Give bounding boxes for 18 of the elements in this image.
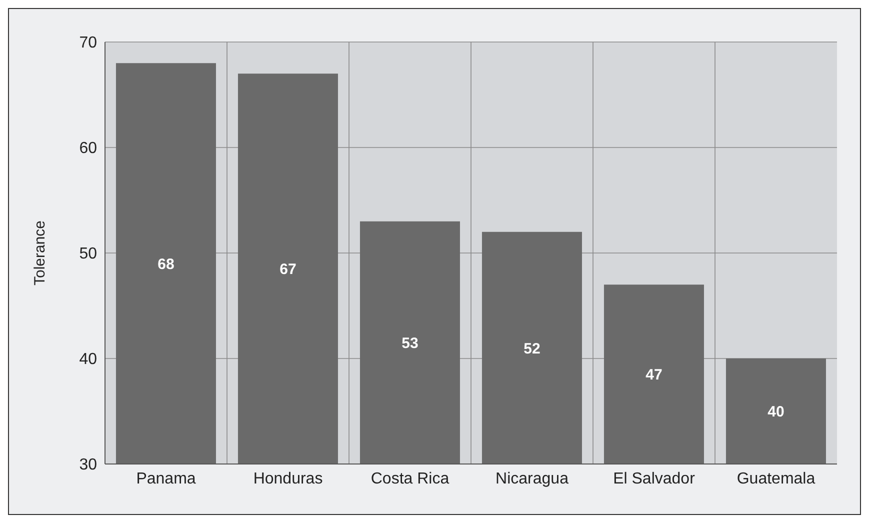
y-tick-label: 70 xyxy=(79,34,98,52)
data-label: 68 xyxy=(158,256,174,273)
y-tick-label: 40 xyxy=(79,351,98,368)
data-label: 67 xyxy=(280,261,296,278)
data-label: 52 xyxy=(524,340,540,358)
y-tick-label: 50 xyxy=(79,246,98,263)
x-tick-label: Costa Rica xyxy=(370,470,450,488)
x-tick-label: Honduras xyxy=(253,470,323,488)
data-label: 47 xyxy=(646,366,662,384)
x-tick-label: El Salvador xyxy=(613,470,696,488)
data-label: 53 xyxy=(402,335,418,352)
y-axis-title: Tolerance xyxy=(31,220,48,286)
x-tick-label: Nicaragua xyxy=(496,470,569,488)
y-tick-label: 30 xyxy=(79,456,98,474)
x-tick-label: Panama xyxy=(136,470,196,488)
y-tick-label: 60 xyxy=(79,140,98,158)
x-tick-label: Guatemala xyxy=(736,470,816,488)
data-label: 40 xyxy=(768,404,784,421)
